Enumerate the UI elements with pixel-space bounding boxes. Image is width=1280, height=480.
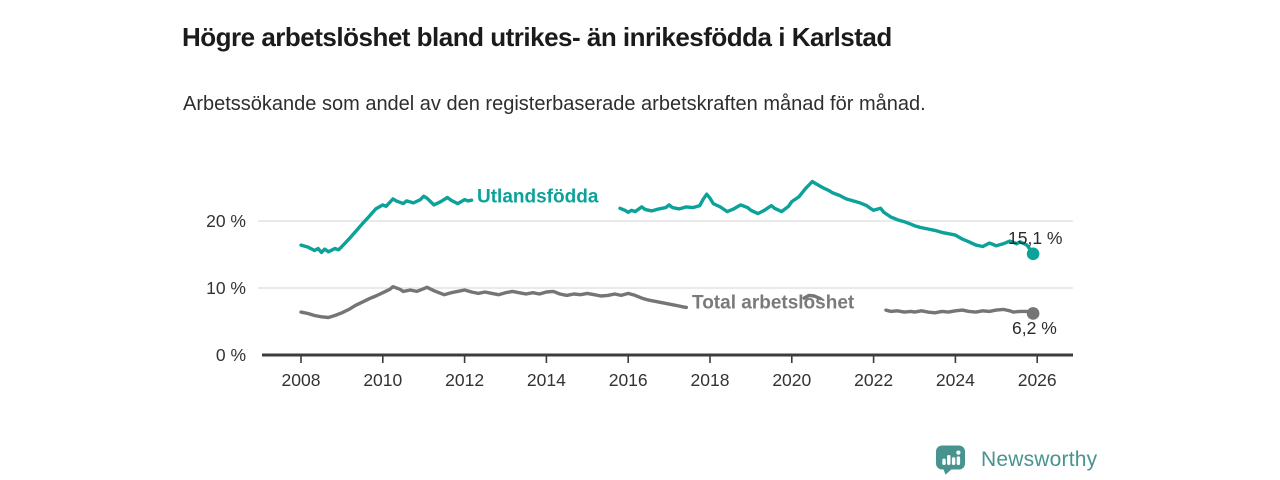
chart-subtitle: Arbetssökande som andel av den registerb… <box>183 93 926 115</box>
x-tick-label: 2016 <box>609 370 648 390</box>
y-tick-label: 0 % <box>216 345 246 365</box>
page-title: Högre arbetslöshet bland utrikes- än inr… <box>182 22 892 53</box>
series-value-label-utlandsfodda: 15,1 % <box>1008 228 1062 248</box>
x-tick-label: 2008 <box>282 370 321 390</box>
series-line-total <box>884 307 1035 316</box>
x-tick-label: 2014 <box>527 370 566 390</box>
y-tick-label: 10 % <box>206 278 246 298</box>
newsworthy-logo-icon <box>936 445 965 475</box>
newsworthy-brand: Newsworthy <box>934 444 1097 475</box>
series-line-total <box>802 293 823 301</box>
x-tick-label: 2024 <box>936 370 975 390</box>
series-line-utlandsfodda <box>299 194 474 255</box>
series-end-dot-utlandsfodda <box>1026 247 1040 261</box>
series-label-utlandsfodda: Utlandsfödda <box>477 187 599 208</box>
x-tick-label: 2020 <box>772 370 811 390</box>
series-line-total <box>299 285 688 320</box>
series-line-utlandsfodda <box>618 179 1035 256</box>
y-tick-label: 20 % <box>206 211 246 231</box>
series-value-label-total: 6,2 % <box>1012 318 1057 338</box>
x-tick-label: 2018 <box>691 370 730 390</box>
x-tick-label: 2026 <box>1018 370 1057 390</box>
x-tick-label: 2012 <box>445 370 484 390</box>
series-label-total: Total arbetslöshet <box>692 293 855 314</box>
newsworthy-logo-text: Newsworthy <box>981 447 1098 471</box>
x-tick-label: 2022 <box>854 370 893 390</box>
series-end-dot-total <box>1026 307 1040 320</box>
x-tick-label: 2010 <box>363 370 402 390</box>
